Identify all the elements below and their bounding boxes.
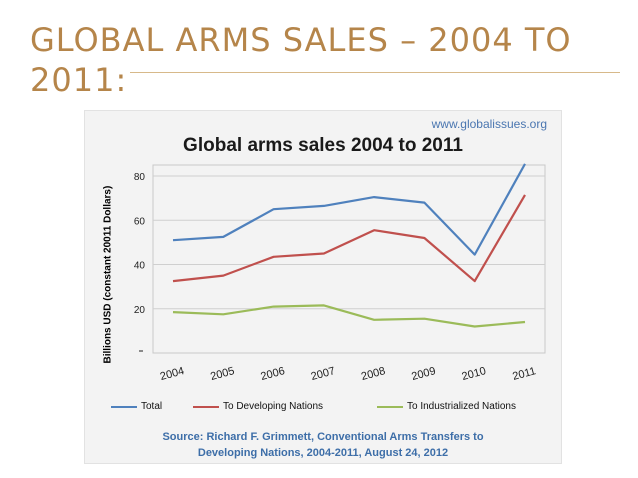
y-tick-label-20: 20 — [134, 305, 146, 316]
x-tick-label-2004: 2004 — [159, 365, 186, 383]
line-chart: 20 40 60 80 2004 2005 2006 2007 2008 2009 2010 2011 — [134, 163, 546, 383]
slide-title-line-2: 2011: — [30, 61, 128, 99]
legend-swatch-1 — [193, 405, 219, 408]
title-divider — [130, 72, 620, 73]
series-line-2 — [172, 304, 526, 328]
x-tick-label-2010: 2010 — [461, 365, 488, 383]
slide-title-line-1: GLOBAL ARMS SALES – 2004 TO — [30, 21, 572, 59]
x-tick-label-2006: 2006 — [259, 365, 286, 383]
x-tick-label-2011: 2011 — [511, 365, 537, 383]
slide-title: GLOBAL ARMS SALES – 2004 TO 2011: — [30, 20, 610, 100]
series-line-0 — [172, 163, 526, 256]
plot-area — [152, 164, 546, 354]
legend-label-2: To Industrialized Nations — [407, 401, 516, 412]
y-tick-label-80: 80 — [134, 172, 146, 183]
legend-label-1: To Developing Nations — [223, 401, 324, 412]
series-line-1 — [172, 194, 526, 283]
legend-swatch-0 — [111, 405, 137, 408]
chart-title: Global arms sales 2004 to 2011 — [183, 135, 463, 156]
x-tick-label-2009: 2009 — [410, 365, 437, 383]
source-line-2: Developing Nations, 2004-2011, August 24… — [197, 447, 449, 459]
x-tick-label-2007: 2007 — [310, 365, 337, 383]
source-note: Source: Richard F. Grimmett, Conventiona… — [85, 429, 561, 461]
x-tick-label-2005: 2005 — [209, 365, 236, 383]
legend-item-0: Total — [111, 401, 162, 412]
y-tick-label-60: 60 — [134, 216, 146, 227]
legend-swatch-2 — [377, 405, 403, 408]
chart-image: www.globalissues.org Global arms sales 2… — [84, 110, 562, 464]
source-line-1: Source: Richard F. Grimmett, Conventiona… — [162, 431, 484, 443]
x-tick-label-2008: 2008 — [360, 365, 387, 383]
legend-label-0: Total — [141, 401, 163, 412]
chart-legend: Total To Developing Nations To Industriali… — [95, 401, 565, 417]
legend-item-1: To Developing Nations — [193, 401, 323, 412]
site-url: www.globalissues.org — [431, 117, 547, 131]
y-tick-label-40: 40 — [134, 261, 146, 272]
legend-item-2: To Industrialized Nations — [377, 401, 516, 412]
